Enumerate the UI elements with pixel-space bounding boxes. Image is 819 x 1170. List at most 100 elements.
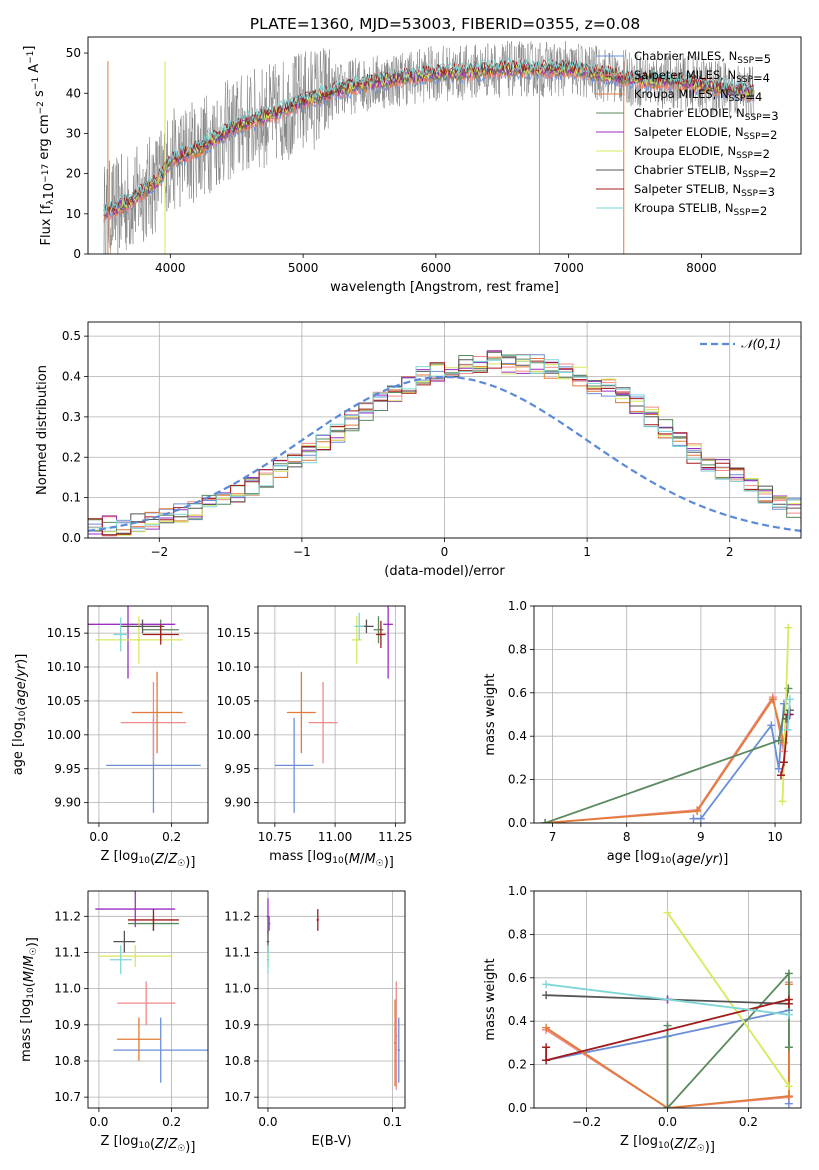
axes-frame bbox=[87, 36, 802, 255]
weight-marker bbox=[774, 736, 783, 745]
y-tick-label: 0.8 bbox=[508, 642, 527, 656]
weight-line bbox=[544, 688, 790, 823]
x-axis-label: Z [log10(Z/Z☉)] bbox=[101, 849, 196, 870]
y-tick-label: 10.00 bbox=[47, 728, 81, 742]
legend-label: 𝒩(0,1) bbox=[741, 337, 781, 351]
weight-marker bbox=[776, 771, 785, 780]
x-tick-label: 4000 bbox=[155, 261, 186, 275]
y-tick-label: 9.90 bbox=[224, 796, 251, 810]
y-tick-label: 0.1 bbox=[62, 491, 81, 505]
y-tick-label: 0.8 bbox=[508, 927, 527, 941]
weight-line bbox=[666, 912, 790, 1087]
y-axis-label: age [log10(age/yr)] bbox=[11, 654, 29, 776]
weight-marker bbox=[785, 695, 794, 704]
x-tick-label: 10.75 bbox=[258, 830, 292, 844]
weight-marker bbox=[542, 1023, 551, 1032]
y-axis-label: Flux [fλ10−17 erg cm−2 s−1 A−1] bbox=[22, 46, 57, 246]
weight-marker bbox=[541, 819, 550, 823]
spectrum-plot-area bbox=[103, 40, 755, 254]
weight-marker bbox=[779, 758, 788, 767]
axes-frame bbox=[87, 321, 802, 539]
errorbar-plot-area bbox=[95, 891, 208, 1083]
axes-frame bbox=[87, 890, 209, 1109]
weight-marker bbox=[542, 991, 551, 1000]
weight-marker bbox=[542, 980, 551, 989]
chart-weight-vs-Z: −0.2 0.0 0.2 0.0 0.2 0.4 0.6 0.8 1.0 Z [log10(Z/Z… bbox=[483, 884, 802, 1155]
x-tick-label: 0 bbox=[441, 545, 449, 559]
x-tick-label: 1 bbox=[583, 545, 591, 559]
weight-marker bbox=[767, 721, 776, 730]
y-tick-label: 10.9 bbox=[54, 1018, 81, 1032]
normal-reference-curve bbox=[88, 375, 801, 532]
axes-frame bbox=[257, 605, 406, 824]
x-tick-label: 10 bbox=[767, 830, 782, 844]
y-tick-label: 0.2 bbox=[62, 450, 81, 464]
y-tick-label: 10.9 bbox=[224, 1018, 251, 1032]
y-tick-label: 9.95 bbox=[54, 762, 81, 776]
residual-histogram bbox=[88, 354, 801, 529]
weight-marker bbox=[784, 999, 793, 1008]
x-tick-label: 0.0 bbox=[89, 1115, 108, 1129]
x-axis-label: mass [log10(M/M☉)] bbox=[269, 849, 394, 870]
x-tick-label: −1 bbox=[293, 545, 311, 559]
legend-label: Kroupa STELIB, NSSP=2 bbox=[634, 201, 767, 218]
weight-marker bbox=[774, 764, 783, 773]
y-axis-label: mass [log10(M/M☉)] bbox=[19, 937, 40, 1062]
x-tick-label: 0.2 bbox=[162, 1115, 181, 1129]
y-tick-label: 0 bbox=[73, 247, 81, 261]
weight-line bbox=[693, 703, 785, 820]
x-axis-label: age [log10(age/yr)] bbox=[607, 849, 729, 867]
axes-frame bbox=[533, 605, 802, 824]
x-tick-label: 8 bbox=[623, 830, 631, 844]
x-tick-label: 0.1 bbox=[383, 1115, 402, 1129]
y-tick-label: 11.0 bbox=[54, 982, 81, 996]
y-tick-label: 11.2 bbox=[224, 909, 251, 923]
weight-marker bbox=[784, 1043, 793, 1052]
weight-marker bbox=[693, 807, 702, 816]
y-tick-label: 9.95 bbox=[224, 762, 251, 776]
legend-label: Chabrier MILES, NSSP=5 bbox=[634, 49, 771, 66]
x-tick-label: −2 bbox=[150, 545, 168, 559]
y-tick-label: 10.7 bbox=[54, 1090, 81, 1104]
errorbar-plot-area bbox=[88, 606, 201, 813]
weight-marker bbox=[784, 1082, 793, 1091]
weight-plot-area bbox=[542, 908, 793, 1108]
weight-marker bbox=[663, 908, 672, 917]
weight-marker bbox=[784, 623, 793, 632]
x-axis-label: E(B-V) bbox=[311, 1134, 351, 1149]
weight-plot-area bbox=[541, 623, 794, 823]
y-tick-label: 0.5 bbox=[62, 329, 81, 343]
weight-marker bbox=[542, 1043, 551, 1052]
x-axis-label: (data-model)/error bbox=[384, 564, 505, 579]
y-tick-label: 0.2 bbox=[508, 1058, 527, 1072]
chart-spectrum: 4000 5000 6000 7000 8000 0 10 20 30 40 50 Chabrier … bbox=[22, 36, 802, 295]
model-spectrum-line bbox=[103, 59, 755, 214]
weight-line bbox=[545, 694, 785, 823]
y-tick-label: 11.1 bbox=[224, 945, 251, 959]
y-tick-label: 9.90 bbox=[54, 796, 81, 810]
y-tick-label: 10.15 bbox=[47, 626, 81, 640]
x-tick-label: 0.0 bbox=[258, 1115, 277, 1129]
legend-label: Chabrier STELIB, NSSP=2 bbox=[634, 163, 776, 180]
y-tick-label: 20 bbox=[66, 167, 81, 181]
x-tick-label: 2 bbox=[726, 545, 734, 559]
y-tick-label: 10 bbox=[66, 207, 81, 221]
weight-marker bbox=[778, 797, 787, 806]
y-tick-label: 1.0 bbox=[508, 599, 527, 613]
legend-label: Kroupa ELODIE, NSSP=2 bbox=[634, 144, 770, 161]
x-tick-label: 0.2 bbox=[739, 1115, 758, 1129]
weight-marker bbox=[784, 1092, 793, 1101]
x-tick-label: 7000 bbox=[553, 261, 584, 275]
weight-marker bbox=[696, 814, 705, 823]
y-tick-label: 0.2 bbox=[508, 773, 527, 787]
legend-label: Salpeter ELODIE, NSSP=2 bbox=[634, 125, 777, 142]
chart-mass-vs-EBV: 0.0 0.1 10.7 10.8 10.9 11.0 11.1 11.2 E(B-V) bbox=[224, 890, 406, 1149]
chart-age-vs-Z: 0.0 0.2 9.90 9.95 10.00 10.05 10.10 10.15 Z [log… bbox=[11, 605, 209, 870]
axes-frame bbox=[257, 890, 406, 1109]
x-tick-label: −0.2 bbox=[572, 1115, 601, 1129]
weight-line bbox=[786, 699, 791, 730]
x-tick-label: 9 bbox=[697, 830, 705, 844]
x-tick-label: 7 bbox=[549, 830, 557, 844]
